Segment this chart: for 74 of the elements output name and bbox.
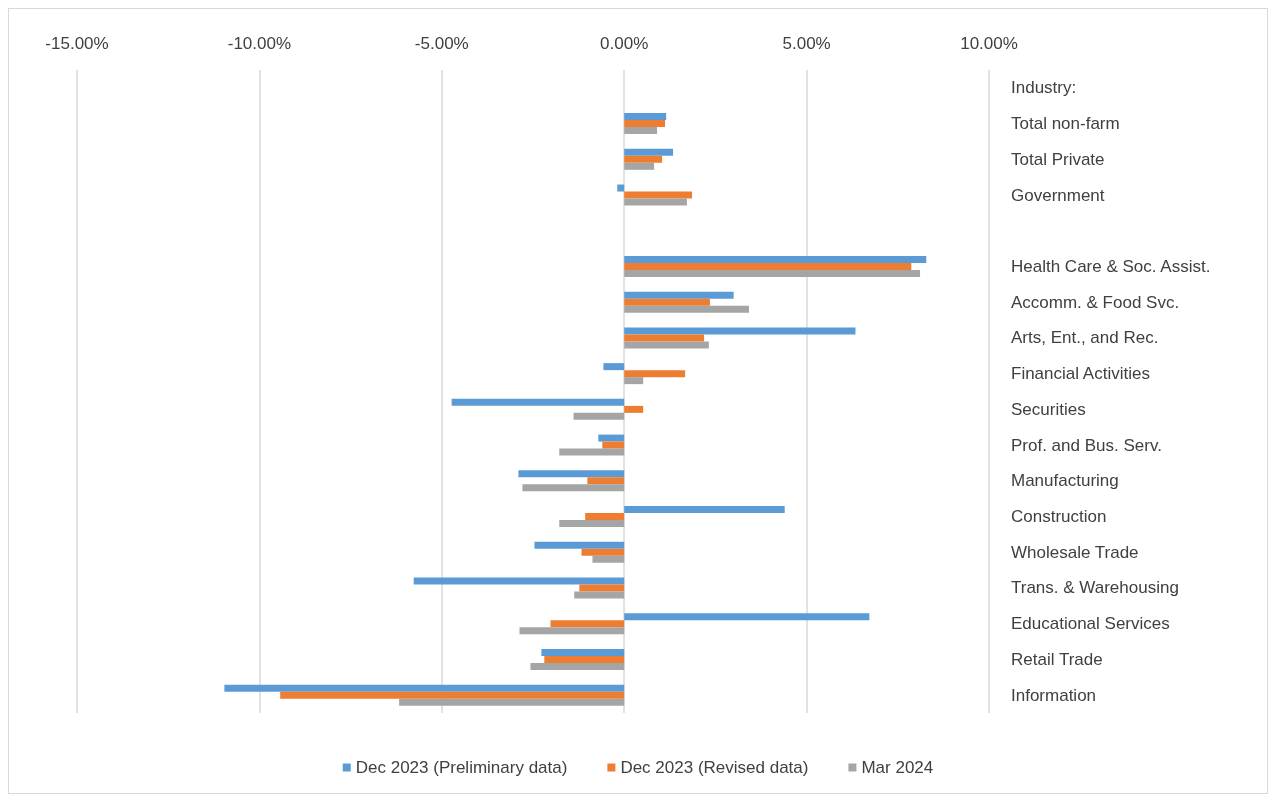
bar [550, 620, 625, 628]
bar [574, 591, 625, 599]
bar [624, 191, 693, 199]
bar [519, 627, 625, 635]
y-tick-label: Educational Services [1011, 614, 1170, 634]
x-tick-label: -5.00% [414, 34, 469, 53]
legend-label: Mar 2024 [861, 758, 934, 777]
bar [624, 334, 705, 342]
bar [624, 148, 674, 156]
y-tick-label: Health Care & Soc. Assist. [1011, 256, 1211, 276]
bar [624, 269, 921, 277]
bar [624, 341, 709, 349]
y-tick-label: Total non-farm [1011, 114, 1120, 134]
bar [624, 291, 734, 299]
bar [624, 377, 644, 385]
y-tick-label: Manufacturing [1011, 471, 1119, 491]
y-tick-label: Securities [1011, 399, 1086, 419]
bar [592, 555, 625, 563]
bar [617, 184, 625, 192]
y-tick-label: Financial Activities [1011, 364, 1150, 384]
bar [530, 662, 625, 670]
y-tick-label: Total Private [1011, 149, 1105, 169]
y-tick-label: Trans. & Warehousing [1011, 578, 1179, 598]
bar [624, 120, 666, 128]
bar [624, 155, 663, 163]
x-tick-label: 5.00% [782, 34, 831, 53]
bar [280, 691, 625, 699]
bar [598, 434, 625, 442]
y-tick-label: Arts, Ent., and Rec. [1011, 328, 1159, 348]
bar [624, 506, 785, 514]
bar [624, 255, 927, 263]
bar [534, 541, 625, 549]
y-axis-title: Industry: [1011, 78, 1077, 98]
bar [559, 448, 625, 456]
y-tick-label: Government [1011, 185, 1105, 205]
y-tick-label: Wholesale Trade [1011, 542, 1139, 562]
bar [603, 363, 625, 371]
bar [624, 370, 686, 378]
bar [624, 305, 749, 313]
bar [399, 698, 625, 706]
bar [522, 484, 625, 492]
bar [579, 584, 625, 592]
bar [624, 162, 655, 170]
y-tick-label: Retail Trade [1011, 649, 1103, 669]
legend-label: Dec 2023 (Preliminary data) [355, 758, 568, 777]
y-tick-label: Prof. and Bus. Serv. [1011, 435, 1162, 455]
x-tick-label: -10.00% [227, 34, 292, 53]
bar [624, 405, 644, 413]
bar [544, 655, 625, 663]
bar [585, 513, 625, 521]
bar [518, 470, 625, 478]
x-tick-label: 10.00% [960, 34, 1018, 53]
bar [224, 684, 625, 692]
bar [587, 477, 625, 485]
y-tick-label: Information [1011, 685, 1097, 705]
bar [413, 577, 625, 585]
y-tick-label: Construction [1011, 507, 1107, 527]
x-tick-label: 0.00% [600, 34, 649, 53]
bar [624, 198, 687, 206]
bar [581, 548, 625, 556]
x-tick-label: -15.00% [45, 34, 109, 53]
bar [451, 398, 625, 406]
bar [573, 412, 625, 420]
bar [624, 262, 912, 270]
bar [624, 127, 658, 135]
y-tick-label: Accomm. & Food Svc. [1011, 292, 1180, 312]
bar [624, 613, 870, 621]
bar [602, 441, 625, 449]
bar [624, 298, 710, 306]
bar [624, 327, 856, 335]
bar [624, 113, 667, 121]
legend-label: Dec 2023 (Revised data) [620, 758, 809, 777]
bar [541, 648, 625, 656]
bar [559, 520, 625, 528]
